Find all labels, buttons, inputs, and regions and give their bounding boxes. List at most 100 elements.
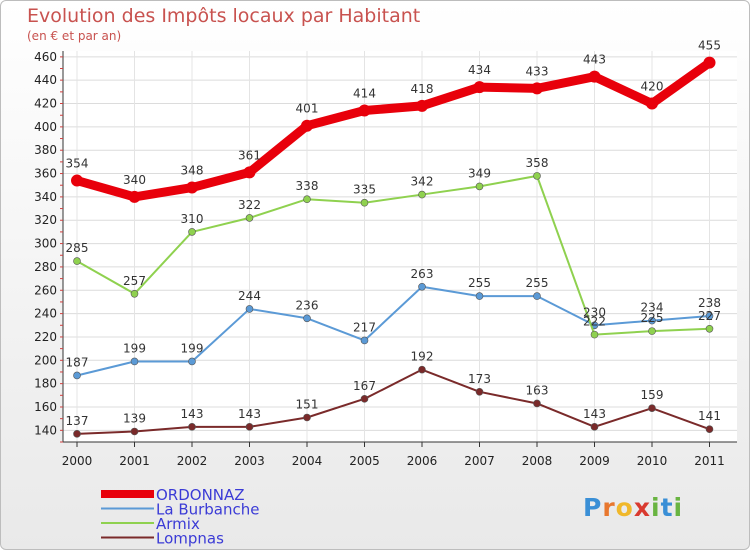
y-tick-label: 420 [34,97,57,111]
data-point [188,357,196,366]
x-tick-label: 2000 [62,454,93,468]
data-point [73,430,81,438]
data-point [646,97,658,110]
data-point [130,427,139,436]
y-tick-label: 340 [34,190,57,204]
data-point [301,119,313,132]
x-tick-label: 2002 [177,454,208,468]
data-point [590,423,599,431]
y-tick-label: 460 [34,50,57,64]
data-label: 322 [238,198,261,212]
data-point [303,413,311,422]
data-point [73,257,81,265]
data-point [531,82,543,95]
data-point [705,312,714,320]
data-point [245,305,254,313]
x-tick-label: 2006 [407,454,438,468]
data-label: 358 [526,156,549,170]
data-label: 443 [583,53,606,67]
legend-item: ORDONNAZ [101,486,245,504]
y-tick-label: 260 [34,283,57,297]
data-point [245,423,254,431]
y-tick-label: 440 [34,73,57,87]
series-line [76,285,711,377]
data-label: 139 [123,411,146,425]
x-tick-label: 2009 [579,454,610,468]
x-tick-label: 2001 [119,454,150,468]
data-label: 151 [296,397,319,411]
data-label: 143 [181,407,204,421]
data-label: 401 [296,102,319,116]
data-label: 361 [238,148,261,162]
data-point [475,182,484,191]
data-point [303,195,311,204]
logo-letter: o [615,493,634,522]
y-tick-label: 280 [34,260,57,274]
data-label: 167 [353,379,376,393]
data-label: 173 [468,372,491,386]
data-label: 244 [238,289,261,303]
data-label: 418 [411,82,434,96]
legend-label: Lompnas [156,530,224,548]
data-point [418,365,426,374]
x-tick-label: 2008 [522,454,553,468]
y-tick-label: 400 [34,120,57,134]
logo-letter: x [633,493,651,522]
data-label: 222 [583,315,606,329]
y-tick-label: 380 [34,143,57,157]
data-point [533,292,541,300]
data-label: 414 [353,87,376,101]
data-point [303,314,311,323]
series-lompnas [73,365,714,438]
plot-area [63,51,737,442]
data-point [188,228,196,236]
data-point [533,399,541,408]
y-tick-label: 240 [34,307,57,321]
legend-item: La Burbanche [101,501,259,519]
data-label: 255 [526,276,549,290]
data-point [648,327,656,335]
series-line [76,368,711,435]
legend-item: Armix [101,515,200,533]
chart-title: Evolution des Impôts locaux par Habitant [27,5,421,27]
y-tick-label: 160 [34,400,57,414]
data-label: 433 [526,64,549,78]
data-label: 227 [698,309,721,323]
data-point [703,56,716,69]
data-point [418,190,426,199]
data-label: 236 [296,298,319,312]
data-point [73,371,81,380]
legend-item: Lompnas [101,530,224,548]
x-tick-label: 2004 [292,454,323,468]
x-tick-label: 2011 [694,454,725,468]
series-line [76,174,711,336]
data-label: 354 [66,157,89,171]
x-tick-label: 2007 [464,454,495,468]
data-point [188,423,196,431]
data-label: 349 [468,166,491,180]
data-point [475,292,484,300]
data-point [360,198,369,207]
legend-label: La Burbanche [156,501,259,519]
data-point [705,324,714,333]
logo-letter: t [660,493,674,522]
data-label: 238 [698,296,721,310]
logo-letter: i [651,493,661,522]
data-point [473,81,486,94]
logo-letter: r [602,493,616,522]
data-label: 263 [411,267,434,281]
data-point [590,330,599,339]
data-label: 335 [353,183,376,197]
series-ordonnaz [71,56,716,203]
data-point [648,316,656,325]
logo-letter: P [583,493,603,522]
data-point [358,104,371,117]
data-label: 143 [583,407,606,421]
data-point [416,99,428,112]
data-label: 159 [641,388,664,402]
legend-label: Armix [156,515,200,533]
y-tick-label: 220 [34,330,57,344]
data-point [705,425,714,433]
